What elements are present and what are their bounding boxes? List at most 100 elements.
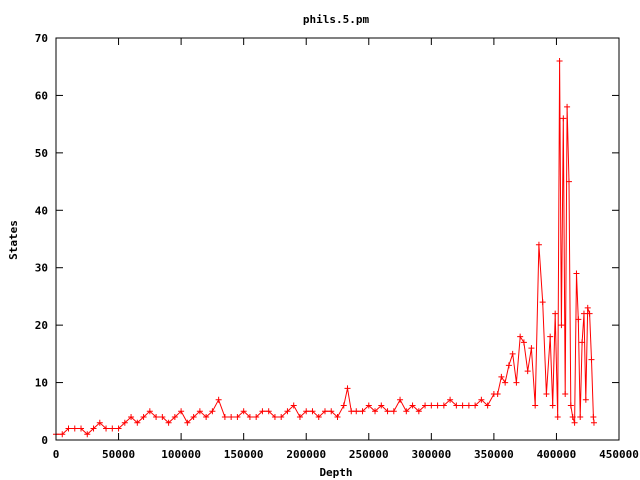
- data-point: [96, 419, 103, 426]
- data-point: [344, 385, 351, 392]
- data-point: [278, 414, 285, 421]
- data-point: [265, 408, 272, 415]
- data-point: [558, 322, 565, 329]
- y-tick-label: 0: [41, 434, 48, 447]
- data-point: [109, 425, 116, 432]
- data-point: [543, 391, 550, 398]
- data-point: [549, 402, 556, 409]
- data-point: [505, 362, 512, 369]
- data-point: [65, 425, 72, 432]
- x-tick-label: 100000: [161, 448, 201, 461]
- data-point: [459, 402, 466, 409]
- data-point: [590, 414, 597, 421]
- data-point: [348, 408, 355, 415]
- data-point: [284, 408, 291, 415]
- chart-title: phils.5.pm: [303, 13, 370, 26]
- data-point: [580, 310, 587, 317]
- y-tick-label: 60: [35, 89, 48, 102]
- data-point: [59, 431, 66, 438]
- data-point: [384, 408, 391, 415]
- y-tick-label: 20: [35, 319, 48, 332]
- data-point: [296, 414, 303, 421]
- data-point: [494, 391, 501, 398]
- data-point: [586, 310, 593, 317]
- y-tick-label: 40: [35, 204, 48, 217]
- data-point: [184, 419, 191, 426]
- data-point: [215, 396, 222, 403]
- data-point: [334, 414, 341, 421]
- data-point: [372, 408, 379, 415]
- data-point: [569, 414, 576, 421]
- data-point: [554, 414, 561, 421]
- data-point: [465, 402, 472, 409]
- data-point: [221, 414, 228, 421]
- plot-frame: [55, 37, 620, 441]
- y-tick-label: 70: [35, 32, 48, 45]
- data-point: [575, 316, 582, 323]
- data-point: [509, 350, 516, 357]
- data-point: [524, 368, 531, 375]
- x-tick-label: 50000: [102, 448, 135, 461]
- plot-series: [53, 57, 597, 438]
- data-point: [428, 402, 435, 409]
- data-point: [359, 408, 366, 415]
- data-point: [422, 402, 429, 409]
- data-point: [328, 408, 335, 415]
- data-point: [246, 414, 253, 421]
- data-point: [579, 339, 586, 346]
- data-point: [228, 414, 235, 421]
- data-point: [234, 414, 241, 421]
- x-tick-label: 150000: [224, 448, 264, 461]
- data-point: [146, 408, 153, 415]
- data-point: [571, 419, 578, 426]
- data-point: [484, 402, 491, 409]
- data-point: [78, 425, 85, 432]
- data-point: [190, 414, 197, 421]
- data-point: [340, 402, 347, 409]
- x-tick-label: 350000: [474, 448, 514, 461]
- data-point: [315, 414, 322, 421]
- data-point: [103, 425, 110, 432]
- data-point: [577, 414, 584, 421]
- data-point: [584, 304, 591, 311]
- data-point: [365, 402, 372, 409]
- data-point: [153, 414, 160, 421]
- axes: 0 50000 100000 150000 200000 250000 300000 3500…: [35, 32, 639, 461]
- data-point: [240, 408, 247, 415]
- data-point: [567, 402, 574, 409]
- y-axis-label: States: [7, 220, 20, 260]
- data-point: [535, 241, 542, 248]
- x-tick-label: 0: [53, 448, 60, 461]
- data-point: [253, 414, 260, 421]
- x-tick-label: 200000: [286, 448, 326, 461]
- data-point: [478, 396, 485, 403]
- data-point: [447, 396, 454, 403]
- data-point: [588, 356, 595, 363]
- data-point: [440, 402, 447, 409]
- data-point: [547, 333, 554, 340]
- data-point: [409, 402, 416, 409]
- x-tick-label: 400000: [537, 448, 577, 461]
- data-point: [590, 419, 597, 426]
- data-point: [390, 408, 397, 415]
- data-point: [397, 396, 404, 403]
- data-point: [321, 408, 328, 415]
- data-point: [303, 408, 310, 415]
- data-point: [434, 402, 441, 409]
- data-point: [520, 339, 527, 346]
- data-point: [165, 419, 172, 426]
- data-point: [582, 396, 589, 403]
- data-point: [562, 391, 569, 398]
- series-line: [56, 60, 595, 435]
- data-point: [203, 414, 210, 421]
- data-point: [532, 402, 539, 409]
- x-tick-label: 300000: [411, 448, 451, 461]
- data-point: [498, 373, 505, 380]
- x-axis-label: Depth: [319, 466, 352, 479]
- data-point: [573, 270, 580, 277]
- y-tick-label: 30: [35, 262, 48, 275]
- data-point: [134, 419, 141, 426]
- data-point: [415, 408, 422, 415]
- y-tick-label: 10: [35, 377, 48, 390]
- data-point: [560, 115, 567, 122]
